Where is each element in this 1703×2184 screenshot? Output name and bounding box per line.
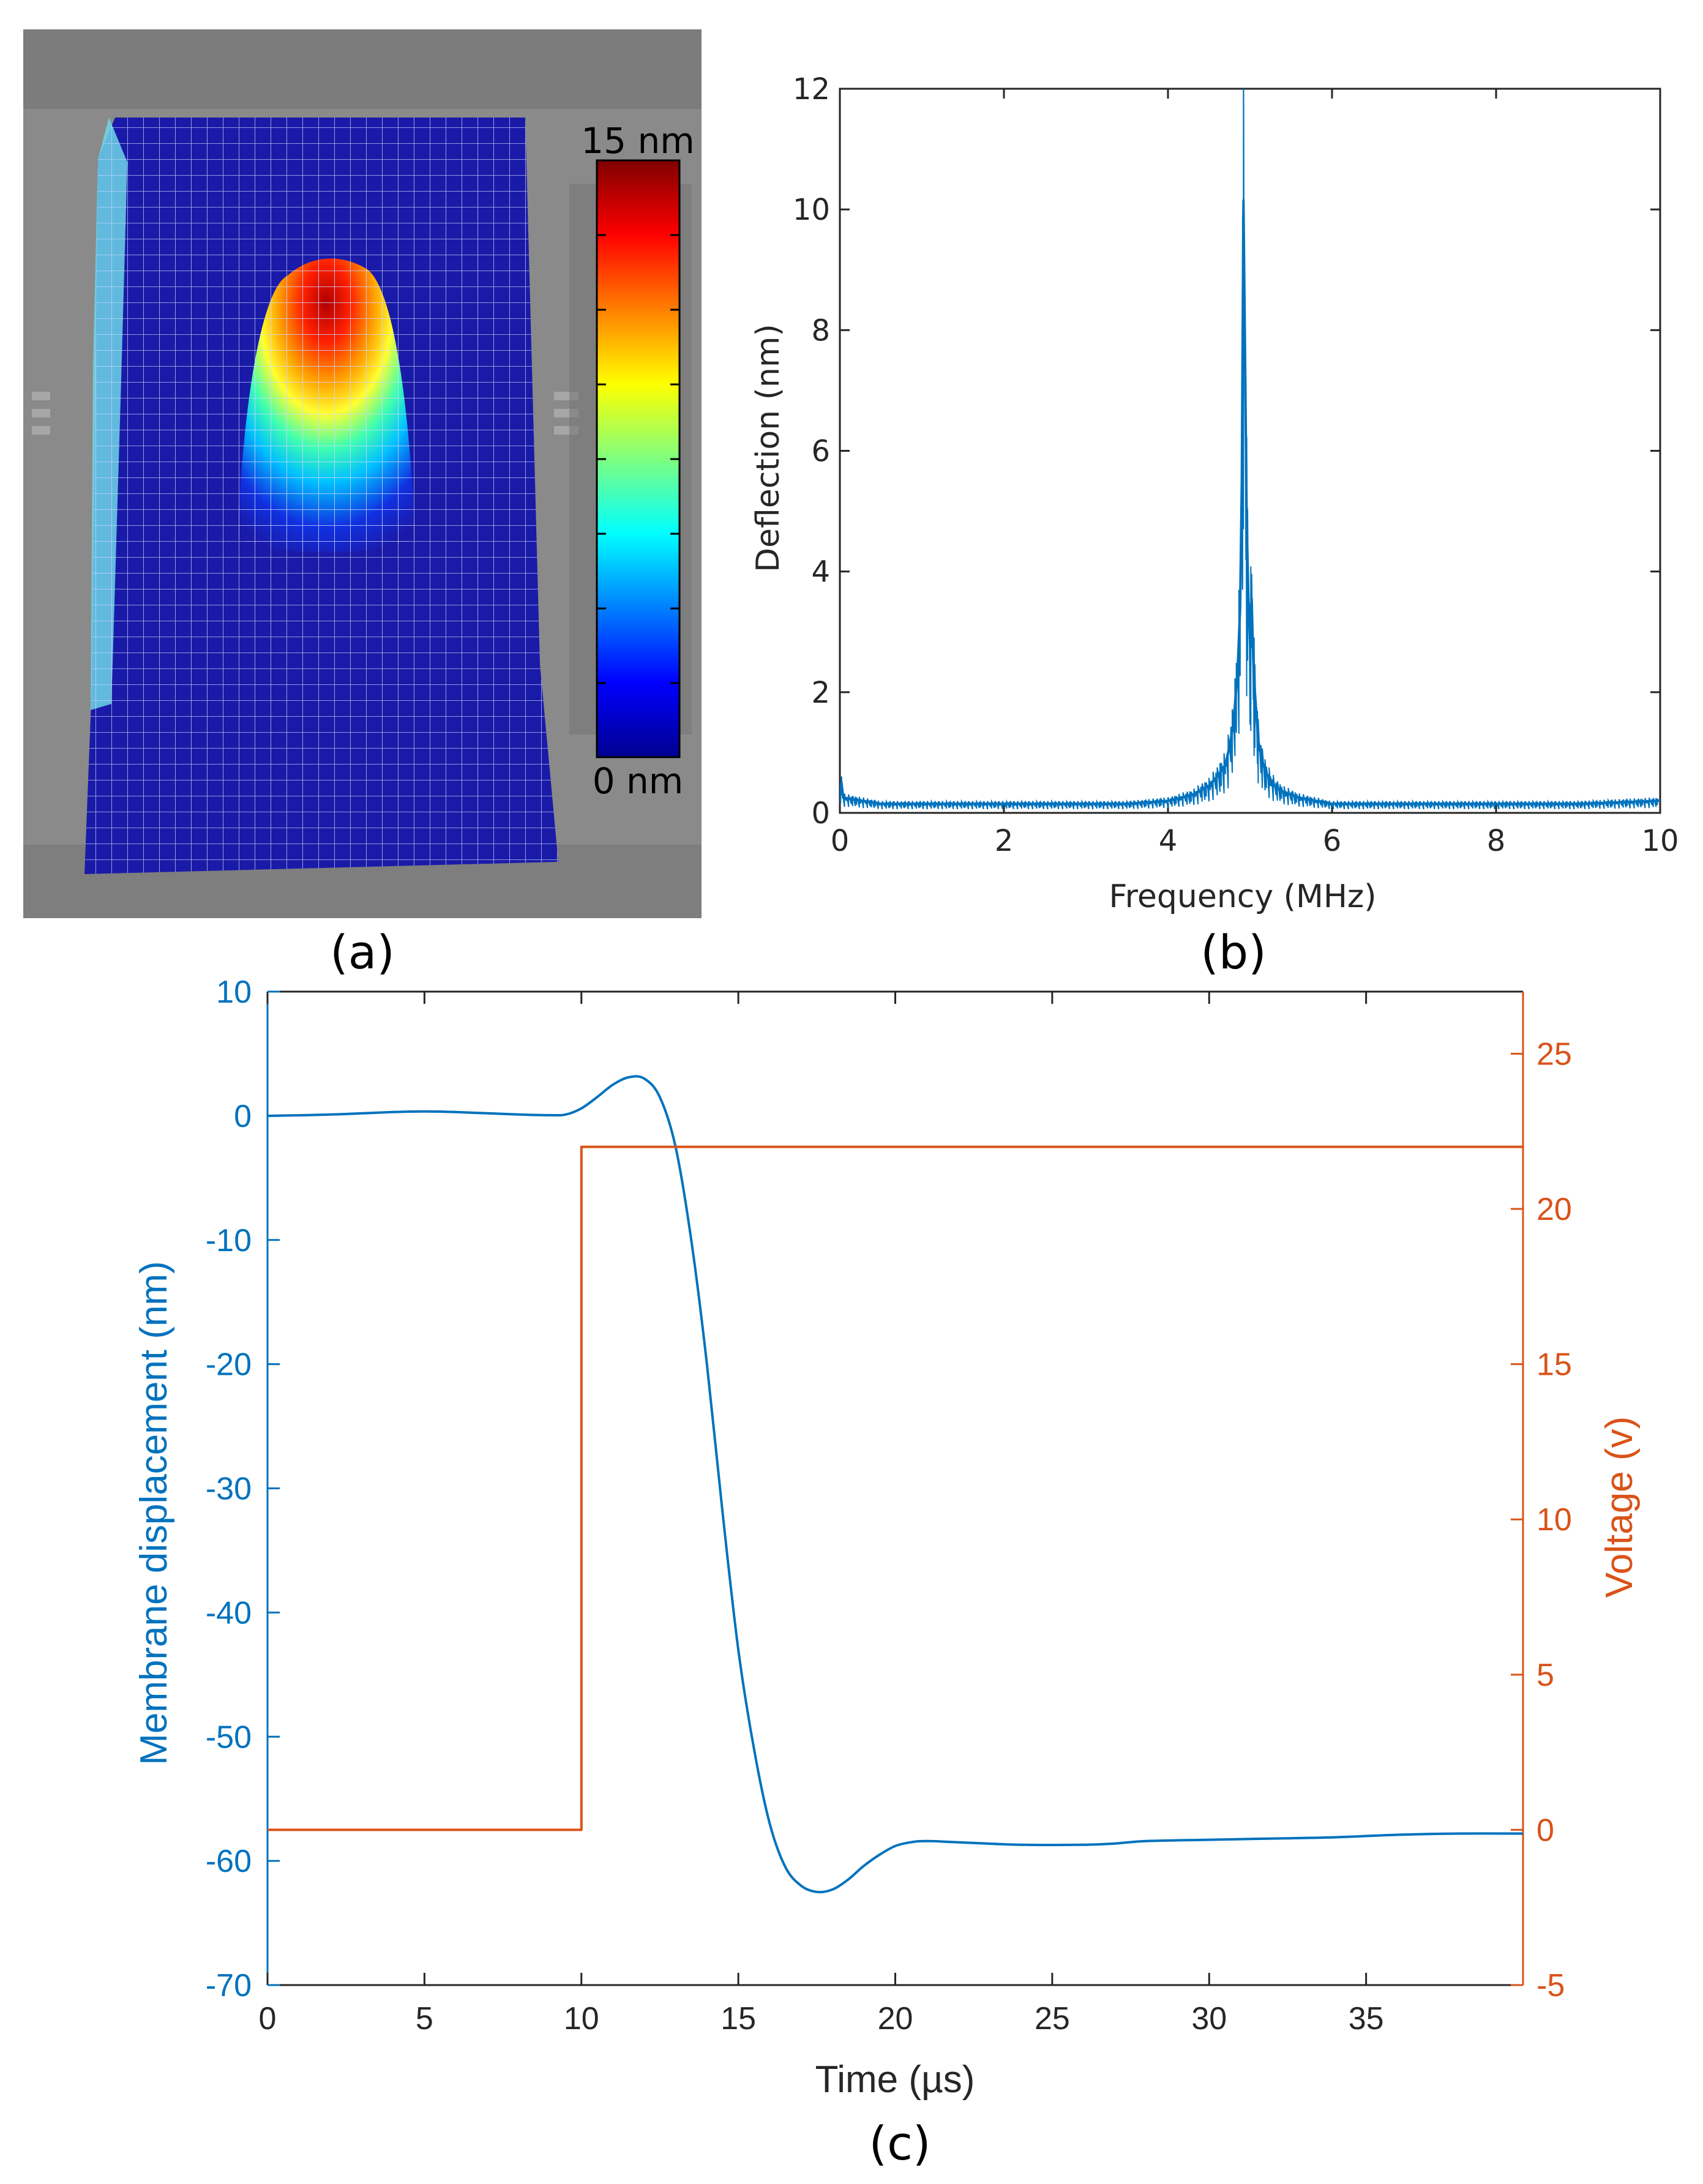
chart-c-xtick-label: 0 (259, 2001, 277, 2036)
chart-c-displacement-line (268, 1075, 1523, 1894)
chart-c-ytick-left-label: -30 (206, 1472, 252, 1507)
chart-b-axes: 0 2 4 6 8 10 0 2 4 6 8 10 12 (793, 72, 1679, 858)
chart-c-xtick-label: 20 (878, 2001, 913, 2036)
chart-c-xtick-label: 10 (564, 2001, 599, 2036)
chart-c-ytick-left-label: -10 (206, 1223, 252, 1258)
chart-c-voltage-line (268, 1145, 1523, 1831)
chart-b-xtick-label: 4 (1159, 824, 1178, 858)
panel-b: 0 2 4 6 8 10 0 2 4 6 8 10 12 Frequency (MHz) Deflect… (750, 72, 1679, 979)
chart-c-ytick-right-label: 15 (1536, 1347, 1572, 1383)
chart-c-axes: 0 5 10 15 20 25 30 35100-10-20-30-40-50-60-7025… (206, 974, 1572, 2036)
chart-b-ytick-label: 10 (793, 193, 830, 227)
chart-b-series-noise (840, 89, 1660, 810)
chart-c-ytick-left-label: -20 (206, 1347, 252, 1383)
chart-b-xtick-label: 8 (1487, 824, 1506, 858)
chart-c-ylabel-right: Voltage (v) (1598, 1416, 1641, 1598)
panel-c: 0 5 10 15 20 25 30 35100-10-20-30-40-50-60-7025… (133, 974, 1641, 2171)
chart-b-xtick-label: 10 (1641, 824, 1679, 858)
colorbar-ticks (597, 234, 679, 684)
chart-b-ytick-label: 6 (811, 435, 830, 469)
chart-c-series (268, 1075, 1523, 1894)
chart-c-xtick-label: 15 (720, 2001, 756, 2036)
chart-c-ytick-left-label: 10 (216, 974, 252, 1010)
colorbar-gradient (596, 159, 681, 758)
chart-b-ytick-label: 12 (793, 72, 830, 107)
panel-a: 15 nm 0 nm (a) (23, 29, 702, 979)
chart-c-ytick-right-label: 5 (1536, 1658, 1554, 1693)
chart-c-xtick-label: 5 (416, 2001, 433, 2036)
chart-c-ytick-left-label: -40 (206, 1595, 252, 1631)
colorbar-min-label: 0 nm (593, 760, 684, 802)
sem-background-band (23, 29, 702, 109)
chart-c-xtick-label: 25 (1035, 2001, 1070, 2036)
chart-b-xlabel: Frequency (MHz) (1109, 878, 1377, 915)
chart-c-ytick-left-label: -60 (206, 1844, 252, 1879)
chart-c-ytick-right-label: 10 (1536, 1502, 1572, 1538)
chart-b-ytick-label: 0 (811, 796, 830, 831)
panel-label-b: (b) (1200, 925, 1267, 979)
chart-b-ytick-label: 4 (811, 555, 830, 589)
chart-b-xtick-label: 2 (995, 824, 1014, 858)
chart-b-xtick-label: 6 (1323, 824, 1342, 858)
chart-c-ytick-left-label: -70 (206, 1968, 252, 2003)
chart-c-xtick-label: 35 (1349, 2001, 1384, 2036)
chart-c-ytick-left-label: 0 (234, 1099, 252, 1134)
colorbar-max-label: 15 nm (581, 120, 695, 162)
chart-c-ytick-left-label: -50 (206, 1719, 252, 1755)
chart-b-xtick-label: 0 (831, 824, 850, 858)
panel-label-a: (a) (330, 925, 395, 979)
chart-b-series (840, 89, 1660, 810)
chart-c-ytick-right-label: 20 (1536, 1192, 1572, 1227)
chart-b-ytick-label: 2 (811, 676, 830, 710)
chart-c-xlabel: Time (µs) (815, 2059, 975, 2101)
chart-b-ytick-label: 8 (811, 313, 830, 348)
chart-b-ylabel: Deflection (nm) (750, 324, 787, 572)
chart-c-ylabel-left: Membrane displacement (nm) (133, 1261, 175, 1765)
surface-bump-mesh (238, 258, 415, 553)
chart-c-ytick-right-label: 0 (1536, 1812, 1554, 1848)
surface-plot (84, 118, 558, 874)
chart-c-xtick-label: 30 (1191, 2001, 1227, 2036)
chart-c-ytick-right-label: -5 (1536, 1968, 1565, 2003)
chart-c-ytick-right-label: 25 (1536, 1036, 1572, 1072)
panel-label-c: (c) (869, 2116, 930, 2171)
colorbar: 15 nm 0 nm (581, 120, 695, 802)
